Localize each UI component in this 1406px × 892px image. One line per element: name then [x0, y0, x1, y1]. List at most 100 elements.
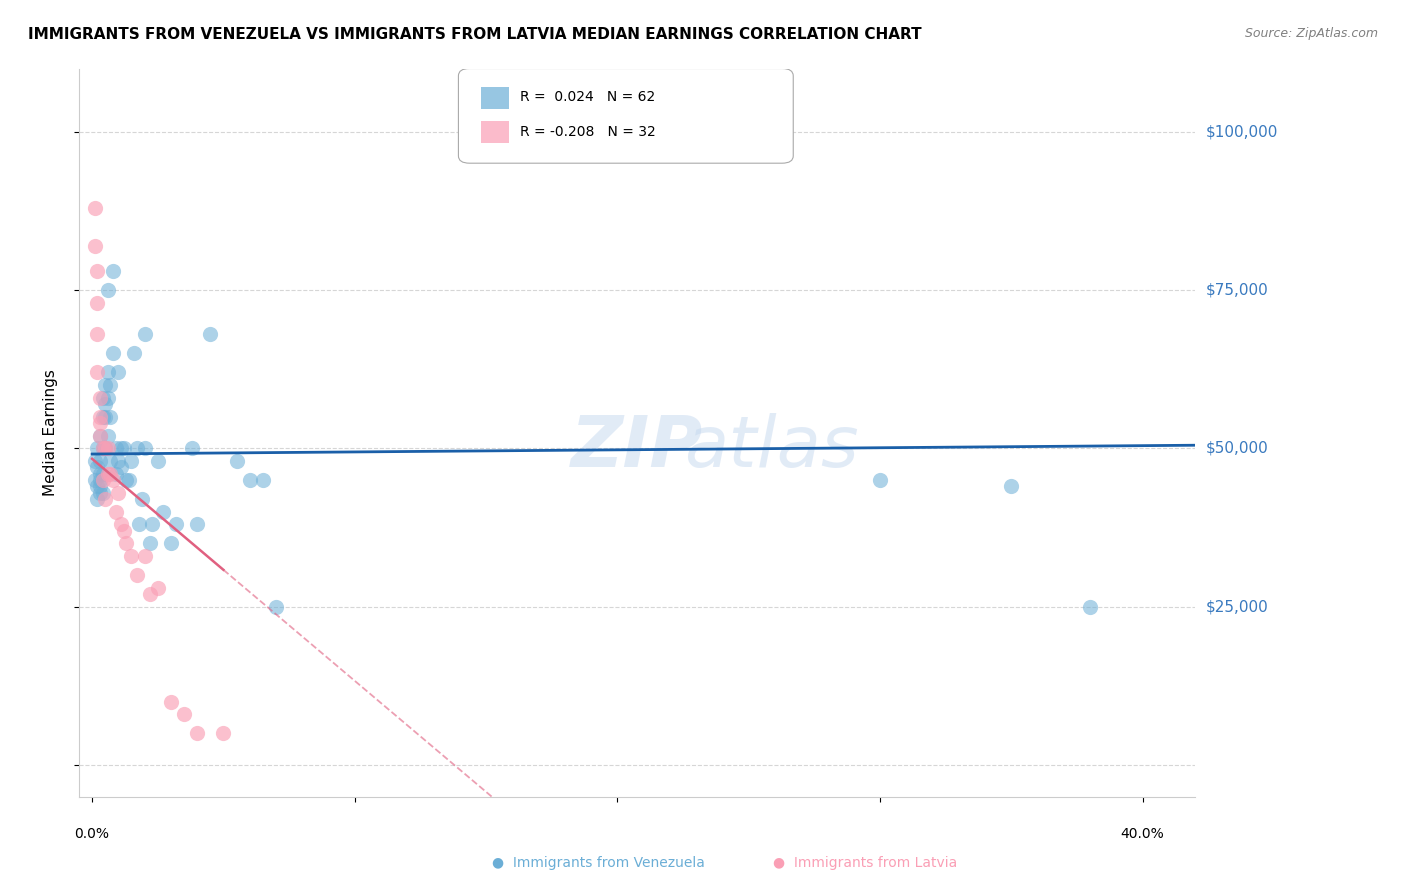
Immigrants from Latvia: [97, 442, 120, 456]
Bar: [481, 121, 509, 143]
Immigrants from Venezuela: [134, 442, 156, 456]
Immigrants from Venezuela: [160, 536, 183, 550]
Immigrants from Venezuela: [86, 492, 108, 507]
Text: ●  Immigrants from Latvia: ● Immigrants from Latvia: [773, 855, 957, 870]
Immigrants from Latvia: [97, 467, 120, 481]
Text: ●  Immigrants from Venezuela: ● Immigrants from Venezuela: [492, 855, 704, 870]
Immigrants from Latvia: [89, 409, 111, 424]
Text: 0.0%: 0.0%: [75, 827, 110, 841]
Immigrants from Latvia: [146, 581, 169, 595]
Y-axis label: Median Earnings: Median Earnings: [44, 369, 58, 496]
Immigrants from Venezuela: [186, 517, 208, 532]
FancyBboxPatch shape: [458, 69, 793, 163]
Immigrants from Venezuela: [121, 454, 143, 468]
Immigrants from Latvia: [104, 505, 127, 519]
Immigrants from Venezuela: [89, 429, 111, 443]
Text: R = -0.208   N = 32: R = -0.208 N = 32: [520, 125, 655, 139]
Immigrants from Venezuela: [101, 346, 124, 360]
Text: R =  0.024   N = 62: R = 0.024 N = 62: [520, 90, 655, 104]
Immigrants from Venezuela: [122, 346, 145, 360]
Immigrants from Venezuela: [86, 460, 108, 475]
Immigrants from Venezuela: [1078, 599, 1101, 614]
Immigrants from Venezuela: [91, 485, 114, 500]
Immigrants from Latvia: [89, 391, 111, 405]
Immigrants from Venezuela: [869, 473, 891, 487]
Immigrants from Venezuela: [110, 442, 132, 456]
Immigrants from Venezuela: [97, 429, 120, 443]
Immigrants from Venezuela: [107, 366, 129, 380]
Immigrants from Venezuela: [125, 442, 148, 456]
Immigrants from Venezuela: [97, 366, 120, 380]
Immigrants from Venezuela: [110, 460, 132, 475]
Immigrants from Venezuela: [94, 378, 117, 392]
Immigrants from Latvia: [107, 485, 129, 500]
Immigrants from Latvia: [101, 473, 124, 487]
Immigrants from Venezuela: [104, 442, 127, 456]
Immigrants from Latvia: [110, 517, 132, 532]
Immigrants from Venezuela: [152, 505, 174, 519]
Immigrants from Venezuela: [100, 409, 122, 424]
Immigrants from Latvia: [100, 467, 122, 481]
Immigrants from Venezuela: [83, 454, 105, 468]
Immigrants from Venezuela: [100, 454, 122, 468]
Immigrants from Venezuela: [118, 473, 141, 487]
Immigrants from Latvia: [86, 327, 108, 342]
Immigrants from Latvia: [173, 707, 195, 722]
Immigrants from Latvia: [91, 473, 114, 487]
Immigrants from Venezuela: [146, 454, 169, 468]
Immigrants from Venezuela: [141, 517, 163, 532]
Text: $100,000: $100,000: [1206, 124, 1278, 139]
Immigrants from Venezuela: [91, 391, 114, 405]
Immigrants from Latvia: [83, 239, 105, 253]
Immigrants from Venezuela: [128, 517, 150, 532]
Immigrants from Venezuela: [91, 467, 114, 481]
Immigrants from Venezuela: [264, 599, 287, 614]
Immigrants from Venezuela: [139, 536, 162, 550]
Immigrants from Venezuela: [239, 473, 262, 487]
Immigrants from Latvia: [94, 492, 117, 507]
Immigrants from Latvia: [134, 549, 156, 563]
Immigrants from Latvia: [91, 442, 114, 456]
Immigrants from Venezuela: [86, 479, 108, 493]
Text: 40.0%: 40.0%: [1121, 827, 1164, 841]
Immigrants from Latvia: [212, 726, 235, 740]
Immigrants from Venezuela: [89, 473, 111, 487]
Immigrants from Venezuela: [107, 454, 129, 468]
Immigrants from Latvia: [86, 366, 108, 380]
Text: ZIP: ZIP: [571, 413, 703, 482]
Immigrants from Venezuela: [89, 467, 111, 481]
Immigrants from Venezuela: [89, 485, 111, 500]
Immigrants from Venezuela: [104, 467, 127, 481]
Immigrants from Venezuela: [100, 378, 122, 392]
Immigrants from Venezuela: [89, 479, 111, 493]
Immigrants from Venezuela: [101, 264, 124, 278]
Immigrants from Latvia: [89, 416, 111, 430]
Text: $75,000: $75,000: [1206, 283, 1268, 298]
Bar: [481, 87, 509, 109]
Immigrants from Latvia: [94, 442, 117, 456]
Immigrants from Venezuela: [83, 473, 105, 487]
Immigrants from Venezuela: [86, 442, 108, 456]
Immigrants from Venezuela: [97, 283, 120, 297]
Immigrants from Venezuela: [225, 454, 247, 468]
Immigrants from Latvia: [125, 568, 148, 582]
Immigrants from Venezuela: [91, 442, 114, 456]
Immigrants from Venezuela: [165, 517, 187, 532]
Text: atlas: atlas: [683, 413, 858, 482]
Immigrants from Venezuela: [131, 492, 153, 507]
Immigrants from Venezuela: [252, 473, 274, 487]
Immigrants from Venezuela: [134, 327, 156, 342]
Immigrants from Latvia: [112, 524, 135, 538]
Immigrants from Latvia: [121, 549, 143, 563]
Immigrants from Latvia: [86, 295, 108, 310]
Immigrants from Latvia: [115, 536, 138, 550]
Immigrants from Venezuela: [115, 473, 138, 487]
Immigrants from Latvia: [186, 726, 208, 740]
Text: $25,000: $25,000: [1206, 599, 1268, 615]
Immigrants from Venezuela: [97, 391, 120, 405]
Immigrants from Venezuela: [94, 397, 117, 411]
Immigrants from Latvia: [139, 587, 162, 601]
Text: Source: ZipAtlas.com: Source: ZipAtlas.com: [1244, 27, 1378, 40]
Immigrants from Venezuela: [89, 454, 111, 468]
Immigrants from Latvia: [89, 429, 111, 443]
